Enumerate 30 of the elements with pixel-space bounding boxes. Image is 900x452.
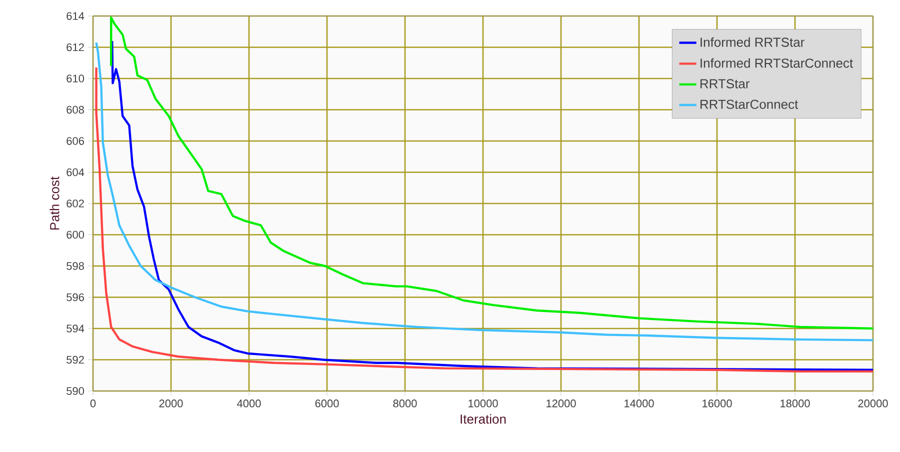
legend-label: RRTStar <box>700 79 750 88</box>
legend-label: Informed RRTStarConnect <box>700 58 853 68</box>
y-tick-label: 596 <box>66 293 84 302</box>
x-tick-label: 0 <box>90 400 96 408</box>
y-tick-label: 592 <box>66 356 84 364</box>
x-tick-label: 4000 <box>237 400 261 408</box>
x-axis-title: Iteration <box>460 414 506 424</box>
x-tick-label: 10000 <box>468 400 498 408</box>
y-tick-label: 610 <box>66 74 84 82</box>
y-axis-title: Path cost <box>50 176 60 230</box>
legend-label: Informed RRTStar <box>700 37 804 47</box>
x-tick-label: 6000 <box>315 400 339 408</box>
legend-label: RRTStarConnect <box>700 100 798 109</box>
x-tick-label: 8000 <box>393 400 417 408</box>
y-tick-label: 602 <box>66 200 84 208</box>
x-tick-label: 12000 <box>546 400 576 408</box>
x-tick-label: 16000 <box>702 400 732 408</box>
x-tick-label: 20000 <box>858 400 888 408</box>
x-tick-label: 14000 <box>624 400 654 408</box>
x-tick-label: 2000 <box>159 400 183 408</box>
y-tick-label: 598 <box>66 262 84 270</box>
x-tick-label: 18000 <box>780 400 810 408</box>
y-tick-label: 612 <box>66 43 84 52</box>
y-tick-label: 606 <box>66 137 84 145</box>
y-tick-label: 600 <box>66 230 84 239</box>
y-tick-label: 604 <box>66 168 84 176</box>
y-tick-label: 590 <box>66 387 84 395</box>
y-tick-label: 608 <box>66 106 84 114</box>
y-tick-label: 614 <box>66 12 84 20</box>
y-tick-label: 594 <box>66 324 84 332</box>
